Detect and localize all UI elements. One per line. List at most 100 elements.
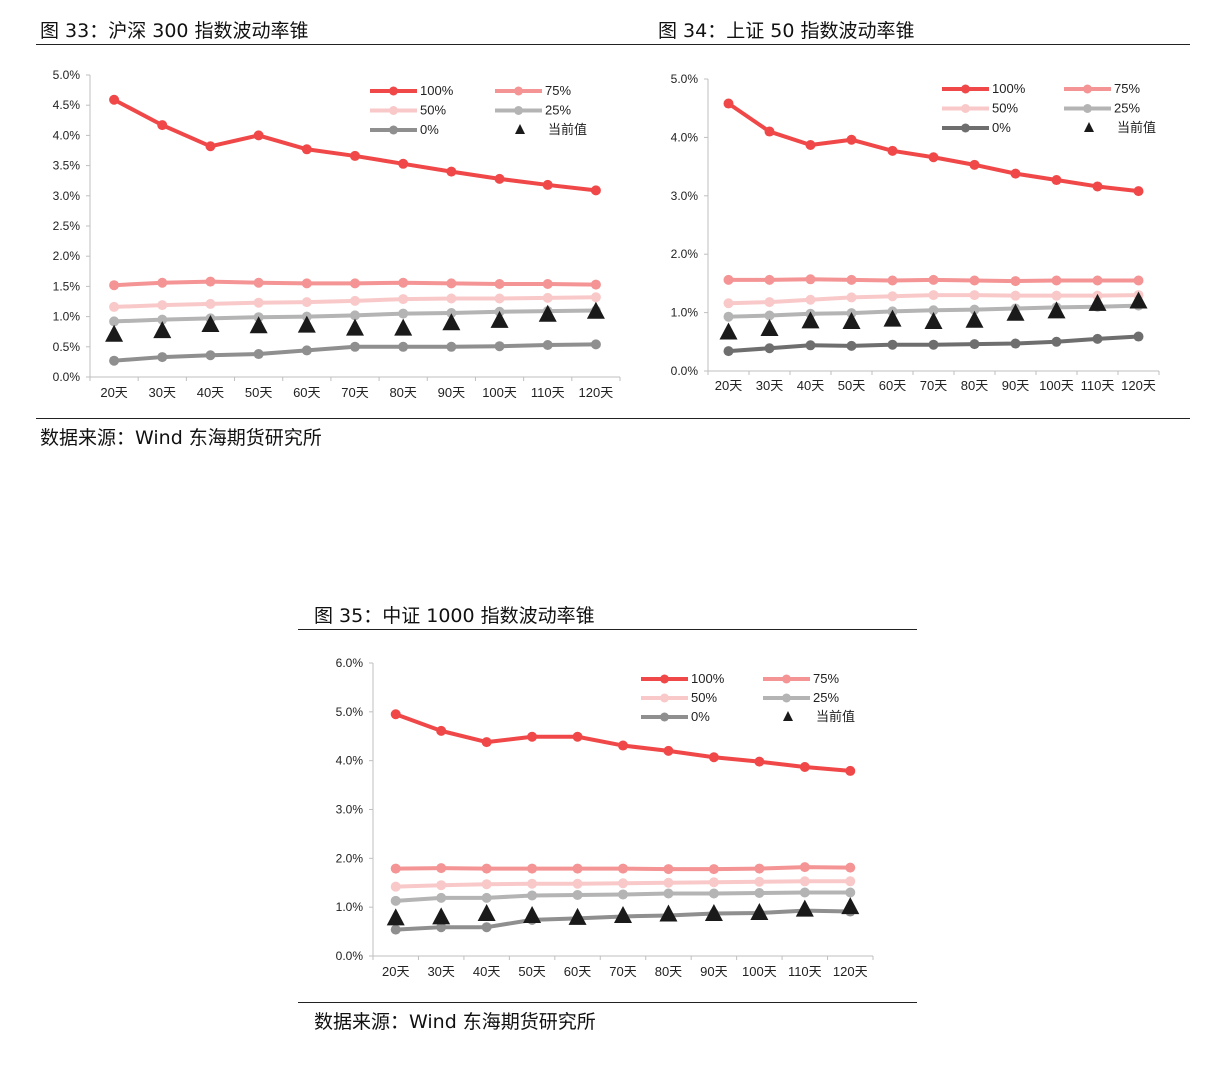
y-tick-label: 3.0% [671,189,699,203]
x-tick-label: 70天 [609,964,636,979]
series-point-75pct [928,274,939,285]
x-tick-label: 50天 [518,964,545,979]
current-value-marker [1129,291,1148,309]
series-point-25pct [390,895,401,906]
series-point-25pct [572,889,583,900]
x-tick-label: 30天 [756,378,783,393]
current-value-marker [105,324,124,342]
series-point-0pct [805,340,816,351]
series-point-50pct [253,297,264,308]
current-value-marker [614,905,632,923]
series-point-50pct [1051,290,1062,301]
current-value-marker [442,313,461,331]
current-value-marker [249,316,268,334]
series-point-25pct [754,888,765,899]
x-tick-label: 90天 [438,385,465,400]
legend-label: 75% [1114,81,1140,96]
figure-33-title: 图 33：沪深 300 指数波动率锥 [40,20,309,42]
series-line-100pct [113,97,597,193]
series-point-75pct [436,863,447,874]
series-point-50pct [572,878,583,889]
legend-swatch-point [389,106,398,115]
y-tick-label: 2.0% [53,249,81,263]
current-value-marker [201,315,220,333]
series-point-0pct [1010,338,1021,349]
series-point-0pct [1051,336,1062,347]
y-tick-label: 3.0% [336,803,364,817]
y-tick-label: 4.0% [53,128,81,142]
y-tick-label: 0.0% [671,364,699,378]
series-point-75pct [350,278,360,289]
series-point-25pct [799,887,810,898]
legend-label: 100% [420,83,454,98]
x-tick-label: 70天 [341,385,368,400]
x-tick-label: 110天 [1081,378,1115,393]
series-point-0pct [928,339,939,350]
y-tick-label: 6.0% [336,656,364,670]
series-point-25pct [928,305,939,316]
series-point-100pct [350,150,360,161]
legend-swatch-point [782,693,791,703]
series-point-100pct [590,185,601,196]
series-point-75pct [527,863,538,874]
series-point-75pct [1092,275,1103,286]
current-value-marker [297,315,316,333]
x-tick-label: 90天 [1002,378,1029,393]
series-point-25pct [969,304,980,315]
series-point-100pct [398,158,409,169]
series-point-100pct [572,731,583,742]
current-value-marker [477,904,496,922]
series-point-50pct [542,292,553,303]
series-point-75pct [1133,275,1144,286]
legend-swatch-current [515,124,525,134]
series-point-50pct [109,301,120,312]
series-point-50pct [350,295,360,306]
current-value-marker [842,311,861,329]
series-point-50pct [390,881,401,892]
x-tick-label: 120天 [833,964,868,979]
series-point-50pct [590,292,601,303]
series-point-100pct [663,745,674,756]
series-point-75pct [845,862,856,873]
series-point-100pct [1092,181,1103,192]
current-value-marker [586,301,605,319]
x-tick-label: 80天 [389,385,416,400]
series-point-75pct [390,863,401,874]
series-point-0pct [390,924,401,935]
current-value-marker [883,309,902,327]
series-point-100pct [754,756,765,767]
x-tick-label: 20天 [382,964,409,979]
legend-swatch-point [1083,84,1092,94]
series-point-100pct [494,173,505,184]
series-point-50pct [205,298,216,309]
series-point-25pct [481,892,492,903]
y-tick-label: 4.5% [53,98,81,112]
legend-label: 0% [691,709,710,724]
figure-35-source: 数据来源：Wind 东海期货研究所 [314,1011,596,1033]
legend-label: 当前值 [1117,120,1156,135]
series-point-50pct [723,298,734,309]
current-value-marker [924,311,943,329]
current-value-marker [394,318,413,336]
series-point-100pct [708,752,719,763]
series-point-25pct [398,308,409,319]
series-point-75pct [1051,275,1062,286]
series-point-75pct [398,277,409,288]
series-point-50pct [845,876,856,887]
series-point-0pct [253,349,264,360]
series-point-75pct [109,280,120,291]
figure-35-bottom-rule [298,1002,917,1003]
series-point-100pct [846,134,857,145]
series-point-0pct [398,341,409,352]
legend-swatch-point [1083,104,1092,113]
series-point-100pct [805,139,816,150]
series-point-50pct [1010,290,1021,301]
legend-swatch-point [660,693,669,703]
x-tick-label: 50天 [838,378,865,393]
series-point-100pct [542,179,553,190]
series-point-50pct [799,876,810,887]
series-point-25pct [157,314,168,325]
series-point-50pct [928,290,939,301]
legend-swatch-point [389,125,398,135]
series-point-25pct [764,310,775,321]
